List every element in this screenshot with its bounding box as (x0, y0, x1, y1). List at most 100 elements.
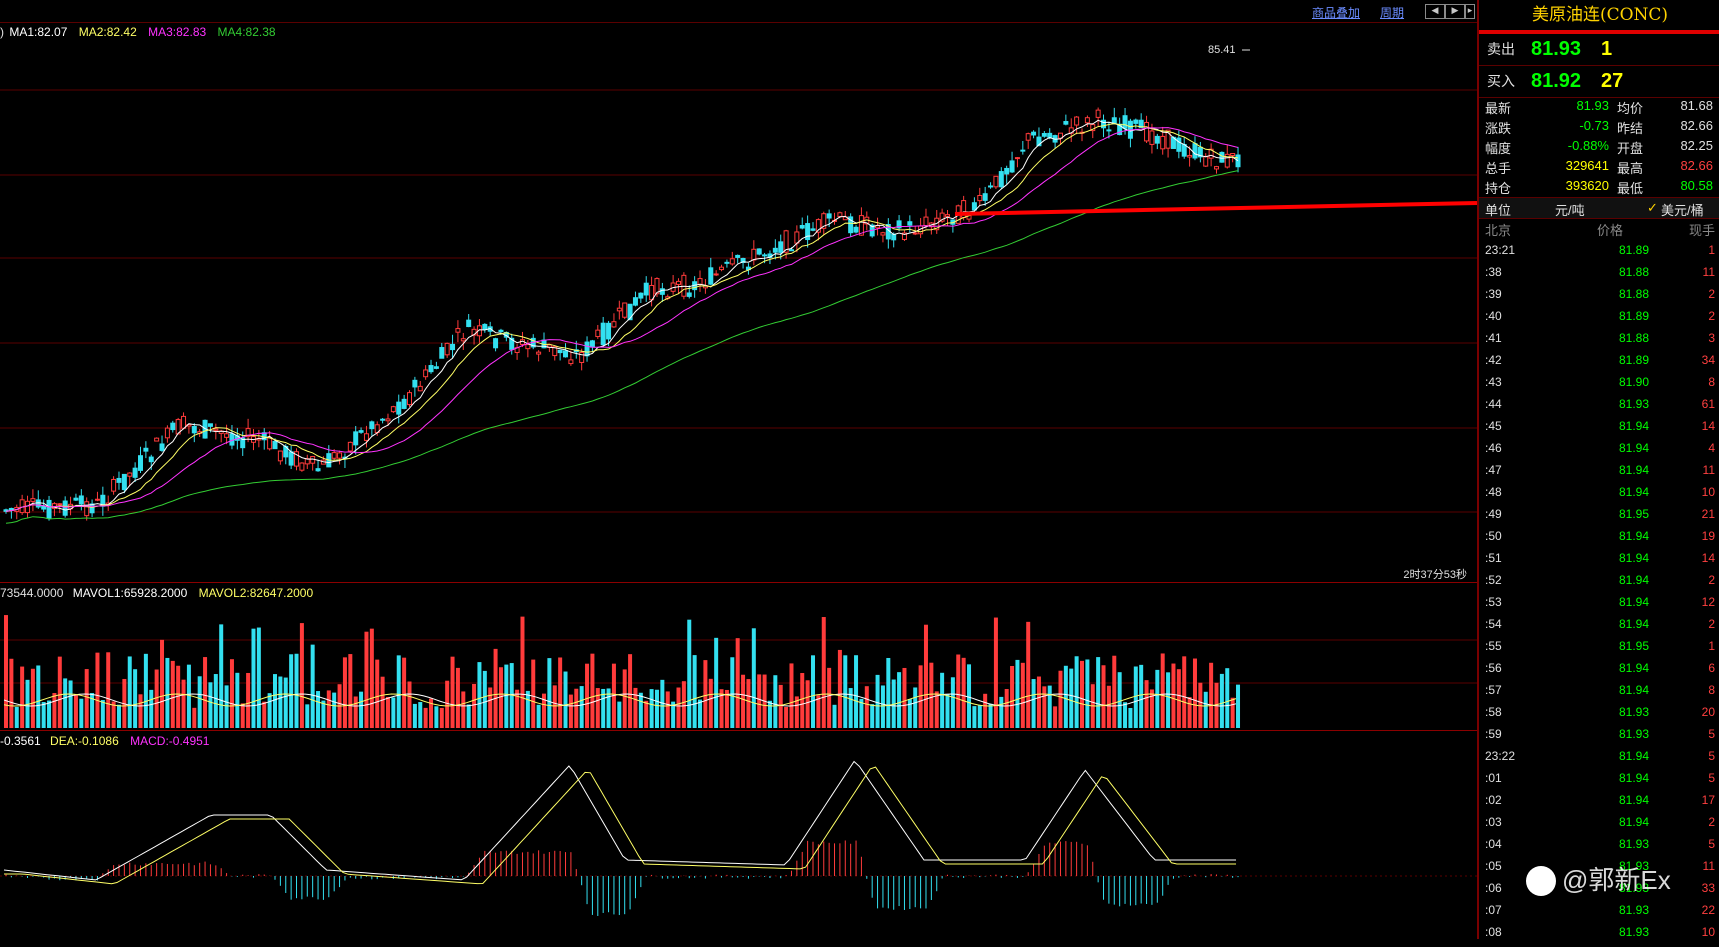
buy-row: 买入 81.92 27 (1487, 66, 1623, 96)
volume-bar (455, 667, 460, 728)
period-button[interactable]: 周期 (1380, 6, 1405, 20)
tick-time: :46 (1485, 441, 1502, 455)
volume-bar (816, 695, 821, 728)
volume-bar (466, 704, 471, 728)
tick-row: :42 81.89 34 (1479, 353, 1719, 375)
volume-bar (321, 700, 326, 728)
tick-qty: 14 (1701, 419, 1715, 433)
tick-header-time: 北京 (1485, 223, 1512, 238)
volume-bar (197, 676, 202, 728)
candle-body (337, 452, 343, 459)
volume-bar (622, 669, 627, 728)
tick-price: 81.88 (1618, 265, 1649, 279)
volume-bar (644, 700, 649, 728)
candle-body (396, 401, 402, 415)
unit-option-usd[interactable]: 美元/桶 (1661, 203, 1704, 218)
volume-bar (687, 619, 692, 728)
volume-bar (525, 690, 530, 728)
candle-body (880, 232, 886, 236)
volume-bar (805, 680, 810, 728)
tick-time: :49 (1485, 507, 1502, 521)
candle-body (455, 328, 461, 333)
candle-body (627, 303, 633, 321)
volume-bar (961, 657, 966, 728)
tick-qty: 20 (1701, 705, 1715, 719)
candle-body (1187, 154, 1193, 158)
candle-body (1025, 133, 1031, 141)
chart-area[interactable]: 商品叠加 周期 ◀ ▶ ▸ ) MA1:82.07 MA2:82.42 MA3:… (0, 0, 1477, 939)
candle-body (977, 195, 983, 202)
quote-panel: 美原油连(CONC) 卖出 81.93 1 买入 81.92 27 最新 81.9… (1477, 0, 1719, 939)
volume-bar (531, 659, 536, 728)
tick-price: 81.88 (1618, 287, 1649, 301)
volume-bar (1036, 676, 1041, 728)
volume-bar (848, 688, 853, 728)
volume-bar (299, 623, 304, 728)
candle-body (267, 437, 273, 450)
candle-body (1149, 130, 1155, 145)
nav-right-icon[interactable]: ▶ (1445, 4, 1465, 19)
tick-row: :44 81.93 61 (1479, 397, 1719, 419)
candle-body (493, 338, 499, 349)
legend-ma3: MA3:82.83 (148, 25, 207, 39)
volume-bar (224, 685, 229, 728)
unit-option-yuan[interactable]: 元/吨 (1555, 203, 1585, 218)
volume-bar (100, 700, 105, 728)
volume-bar (445, 680, 450, 728)
nav-left-icon[interactable]: ◀ (1425, 4, 1445, 19)
volume-bar (730, 657, 735, 728)
volume-bar (90, 693, 95, 728)
tick-row: :56 81.94 6 (1479, 661, 1719, 683)
candle-body (1214, 166, 1219, 170)
volume-bar (1047, 685, 1052, 728)
volume-bar (999, 696, 1004, 728)
volume-bar (380, 676, 385, 728)
volume-bar (423, 707, 428, 728)
candle-body (988, 185, 994, 188)
tick-time: :41 (1485, 331, 1502, 345)
volume-bar (547, 658, 552, 728)
candle-body (686, 292, 692, 297)
tick-qty: 8 (1708, 683, 1715, 697)
tick-row: :46 81.94 4 (1479, 441, 1719, 463)
candle-body (1224, 153, 1230, 168)
volume-bar (1074, 656, 1079, 728)
tick-price: 81.94 (1618, 595, 1649, 609)
volume-bar (20, 666, 25, 728)
tick-price: 81.93 (1618, 837, 1649, 851)
overlay-button[interactable]: 商品叠加 (1312, 6, 1361, 20)
candle-body (498, 329, 504, 333)
candle-body (1090, 124, 1096, 132)
stat-label: 昨结 (1617, 121, 1644, 136)
volume-bar (875, 674, 880, 728)
tick-row: 23:22 81.94 5 (1479, 749, 1719, 771)
candle-body (998, 171, 1004, 188)
volume-bar (385, 696, 390, 728)
nav-more-icon[interactable]: ▸ (1465, 4, 1475, 19)
candle-body (224, 433, 230, 438)
tick-time: :01 (1485, 771, 1502, 785)
volume-bar (434, 706, 439, 728)
candle-body (1047, 132, 1053, 138)
candle-body (708, 267, 714, 285)
candle-body (407, 392, 412, 406)
tick-qty: 2 (1708, 573, 1715, 587)
candle-body (385, 418, 391, 422)
volume-bar (665, 691, 670, 728)
volume-bar (294, 653, 299, 728)
tick-time: :54 (1485, 617, 1502, 631)
stat-value: 82.66 (1680, 158, 1713, 173)
tick-time: 23:21 (1485, 243, 1516, 257)
tick-time: :42 (1485, 353, 1502, 367)
tick-row: :04 81.93 5 (1479, 837, 1719, 859)
volume-bar (208, 682, 213, 728)
tick-price: 81.94 (1618, 441, 1649, 455)
candle-body (1203, 156, 1209, 167)
volume-bar (439, 707, 444, 728)
volume-bar (568, 694, 573, 728)
tick-price: 81.94 (1618, 485, 1649, 499)
candle-body (30, 498, 36, 502)
tick-qty: 5 (1708, 727, 1715, 741)
volume-bar (289, 654, 294, 728)
volume-bar (956, 654, 961, 728)
